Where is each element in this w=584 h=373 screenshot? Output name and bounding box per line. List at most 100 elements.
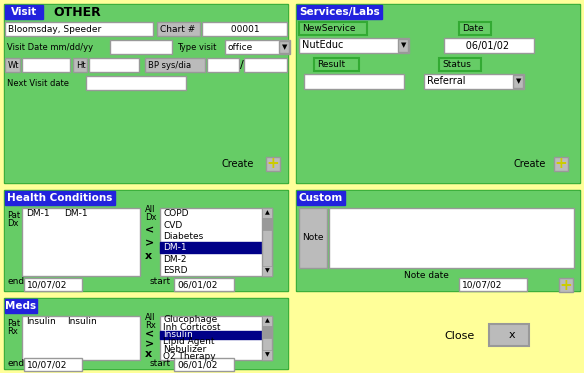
Text: 06/01/02: 06/01/02 — [177, 360, 217, 369]
Text: x: x — [145, 349, 152, 359]
Text: start: start — [150, 278, 171, 286]
Bar — [297, 191, 579, 290]
Text: 10/07/02: 10/07/02 — [27, 360, 67, 369]
Bar — [157, 22, 200, 36]
Bar — [207, 58, 239, 72]
Text: Custom: Custom — [299, 193, 343, 203]
Text: 00001: 00001 — [205, 25, 260, 34]
Text: ▲: ▲ — [265, 210, 269, 216]
Bar — [294, 296, 582, 371]
Bar — [160, 242, 262, 253]
Text: ▼: ▼ — [265, 269, 269, 273]
Bar — [314, 58, 359, 71]
Bar — [160, 208, 272, 276]
Bar — [262, 350, 272, 360]
Bar — [299, 208, 327, 268]
Bar — [262, 208, 272, 276]
Text: Bloomsday, Speeder: Bloomsday, Speeder — [8, 25, 101, 34]
Text: office: office — [228, 43, 253, 51]
Bar — [262, 208, 272, 218]
Text: BP sys/dia: BP sys/dia — [148, 60, 191, 69]
Text: 06/01/02: 06/01/02 — [177, 280, 217, 289]
Bar — [262, 326, 272, 338]
Text: Insulin: Insulin — [26, 317, 55, 326]
Text: end: end — [7, 278, 24, 286]
Text: Referral: Referral — [427, 76, 465, 87]
Bar — [299, 38, 409, 53]
Text: Close: Close — [444, 331, 474, 341]
Text: Chart #: Chart # — [160, 25, 195, 34]
Bar — [296, 4, 580, 183]
Text: Date: Date — [462, 24, 484, 33]
Text: Health Conditions: Health Conditions — [8, 193, 113, 203]
Text: ESRD: ESRD — [163, 266, 187, 275]
Bar — [89, 58, 139, 72]
Text: /: / — [240, 60, 244, 70]
Bar — [294, 188, 582, 293]
Text: x: x — [145, 251, 152, 261]
Text: ▼: ▼ — [282, 44, 287, 50]
Text: Inh Corticost: Inh Corticost — [163, 323, 221, 332]
Text: Result: Result — [317, 60, 345, 69]
Text: DM-1: DM-1 — [26, 210, 50, 219]
Text: Note date: Note date — [404, 272, 449, 280]
Bar — [296, 190, 580, 291]
Text: 10/07/02: 10/07/02 — [462, 280, 502, 289]
Bar — [459, 278, 527, 291]
Text: Rx: Rx — [145, 320, 156, 329]
Bar — [297, 5, 382, 19]
Bar — [244, 58, 287, 72]
Text: Dx: Dx — [7, 219, 19, 228]
Text: Visit Date mm/dd/yy: Visit Date mm/dd/yy — [7, 43, 93, 51]
Bar — [4, 190, 288, 291]
Bar — [297, 191, 345, 205]
Text: >: > — [145, 339, 154, 349]
Bar — [174, 278, 234, 291]
Bar — [444, 38, 534, 53]
Bar — [5, 191, 287, 290]
Bar — [73, 58, 87, 72]
Text: 10/07/02: 10/07/02 — [27, 280, 67, 289]
Bar — [86, 76, 186, 90]
Text: Insulin: Insulin — [67, 317, 97, 326]
Text: ▼: ▼ — [265, 352, 269, 357]
Text: start: start — [150, 358, 171, 367]
Text: Lipid Agent: Lipid Agent — [163, 337, 214, 346]
Text: All: All — [145, 313, 155, 323]
Bar — [398, 39, 408, 52]
Text: CVD: CVD — [163, 220, 182, 229]
Text: Rx: Rx — [7, 326, 18, 335]
Bar — [4, 298, 288, 369]
Bar — [5, 58, 20, 72]
Text: <: < — [145, 225, 154, 235]
Bar — [160, 316, 272, 360]
Text: 06/01/02: 06/01/02 — [447, 41, 509, 50]
Bar — [262, 218, 272, 230]
Bar — [225, 40, 290, 54]
Text: Wt: Wt — [8, 60, 19, 69]
Text: +: + — [267, 157, 279, 172]
Bar — [4, 4, 288, 183]
Bar — [459, 22, 491, 35]
Bar — [2, 296, 290, 371]
Bar — [294, 2, 582, 185]
Text: end: end — [7, 358, 24, 367]
Bar — [279, 41, 289, 53]
Text: <: < — [145, 329, 154, 339]
Bar — [299, 22, 367, 35]
Bar — [262, 266, 272, 276]
Text: Pat: Pat — [7, 320, 20, 329]
Bar — [5, 5, 287, 182]
Text: DM-1: DM-1 — [64, 210, 88, 219]
Text: Visit: Visit — [11, 7, 37, 17]
Bar — [489, 324, 529, 346]
Bar — [5, 22, 153, 36]
Text: NewService: NewService — [302, 24, 356, 33]
Bar — [202, 22, 287, 36]
Text: Type visit: Type visit — [177, 43, 217, 51]
Bar — [24, 358, 82, 371]
Text: Create: Create — [514, 159, 547, 169]
Text: Status: Status — [442, 60, 471, 69]
Bar — [2, 2, 290, 185]
Bar — [22, 58, 70, 72]
